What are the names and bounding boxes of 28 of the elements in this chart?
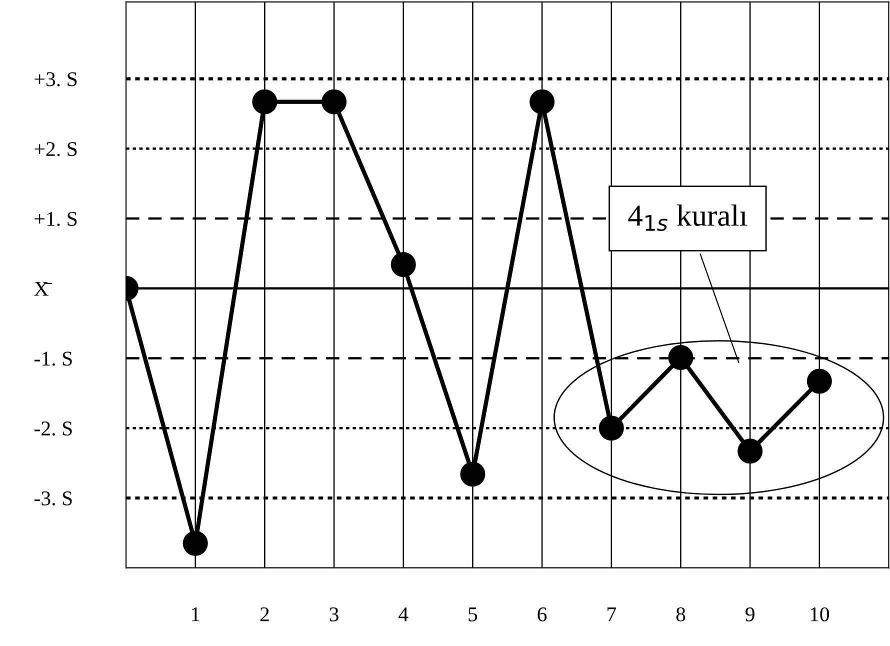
point [738, 438, 763, 464]
y-tick-label: -3. S [34, 491, 72, 506]
point [598, 416, 624, 441]
x-tick-label: 1 [192, 607, 200, 622]
y-tick-label: +3. S [34, 72, 77, 86]
point [460, 462, 486, 487]
point [390, 252, 416, 278]
x-tick-label: 3 [330, 607, 338, 622]
x-tick-label: 7 [608, 608, 616, 622]
point [182, 530, 208, 556]
point [668, 345, 694, 370]
point [322, 89, 347, 114]
y-tick-label: -2. S [34, 422, 72, 436]
x-tick-label: 6 [538, 607, 547, 622]
y-tick-label: X̄ [34, 282, 52, 296]
x-tick-label: 4 [398, 607, 408, 622]
point [252, 89, 278, 114]
y-tick-label: +2. S [34, 142, 77, 156]
point [530, 89, 555, 114]
annotation: 4$_{1s}$ kuralı [628, 204, 748, 231]
point [806, 368, 832, 394]
x-tick-label: 5 [468, 608, 478, 622]
x-tick-label: 2 [260, 607, 269, 622]
x-tick-label: 10 [810, 607, 830, 622]
y-tick-label: +1. S [34, 212, 77, 226]
y-tick-label: -1. S [34, 352, 72, 366]
x-tick-label: 9 [746, 607, 754, 622]
x-tick-label: 8 [676, 607, 686, 622]
